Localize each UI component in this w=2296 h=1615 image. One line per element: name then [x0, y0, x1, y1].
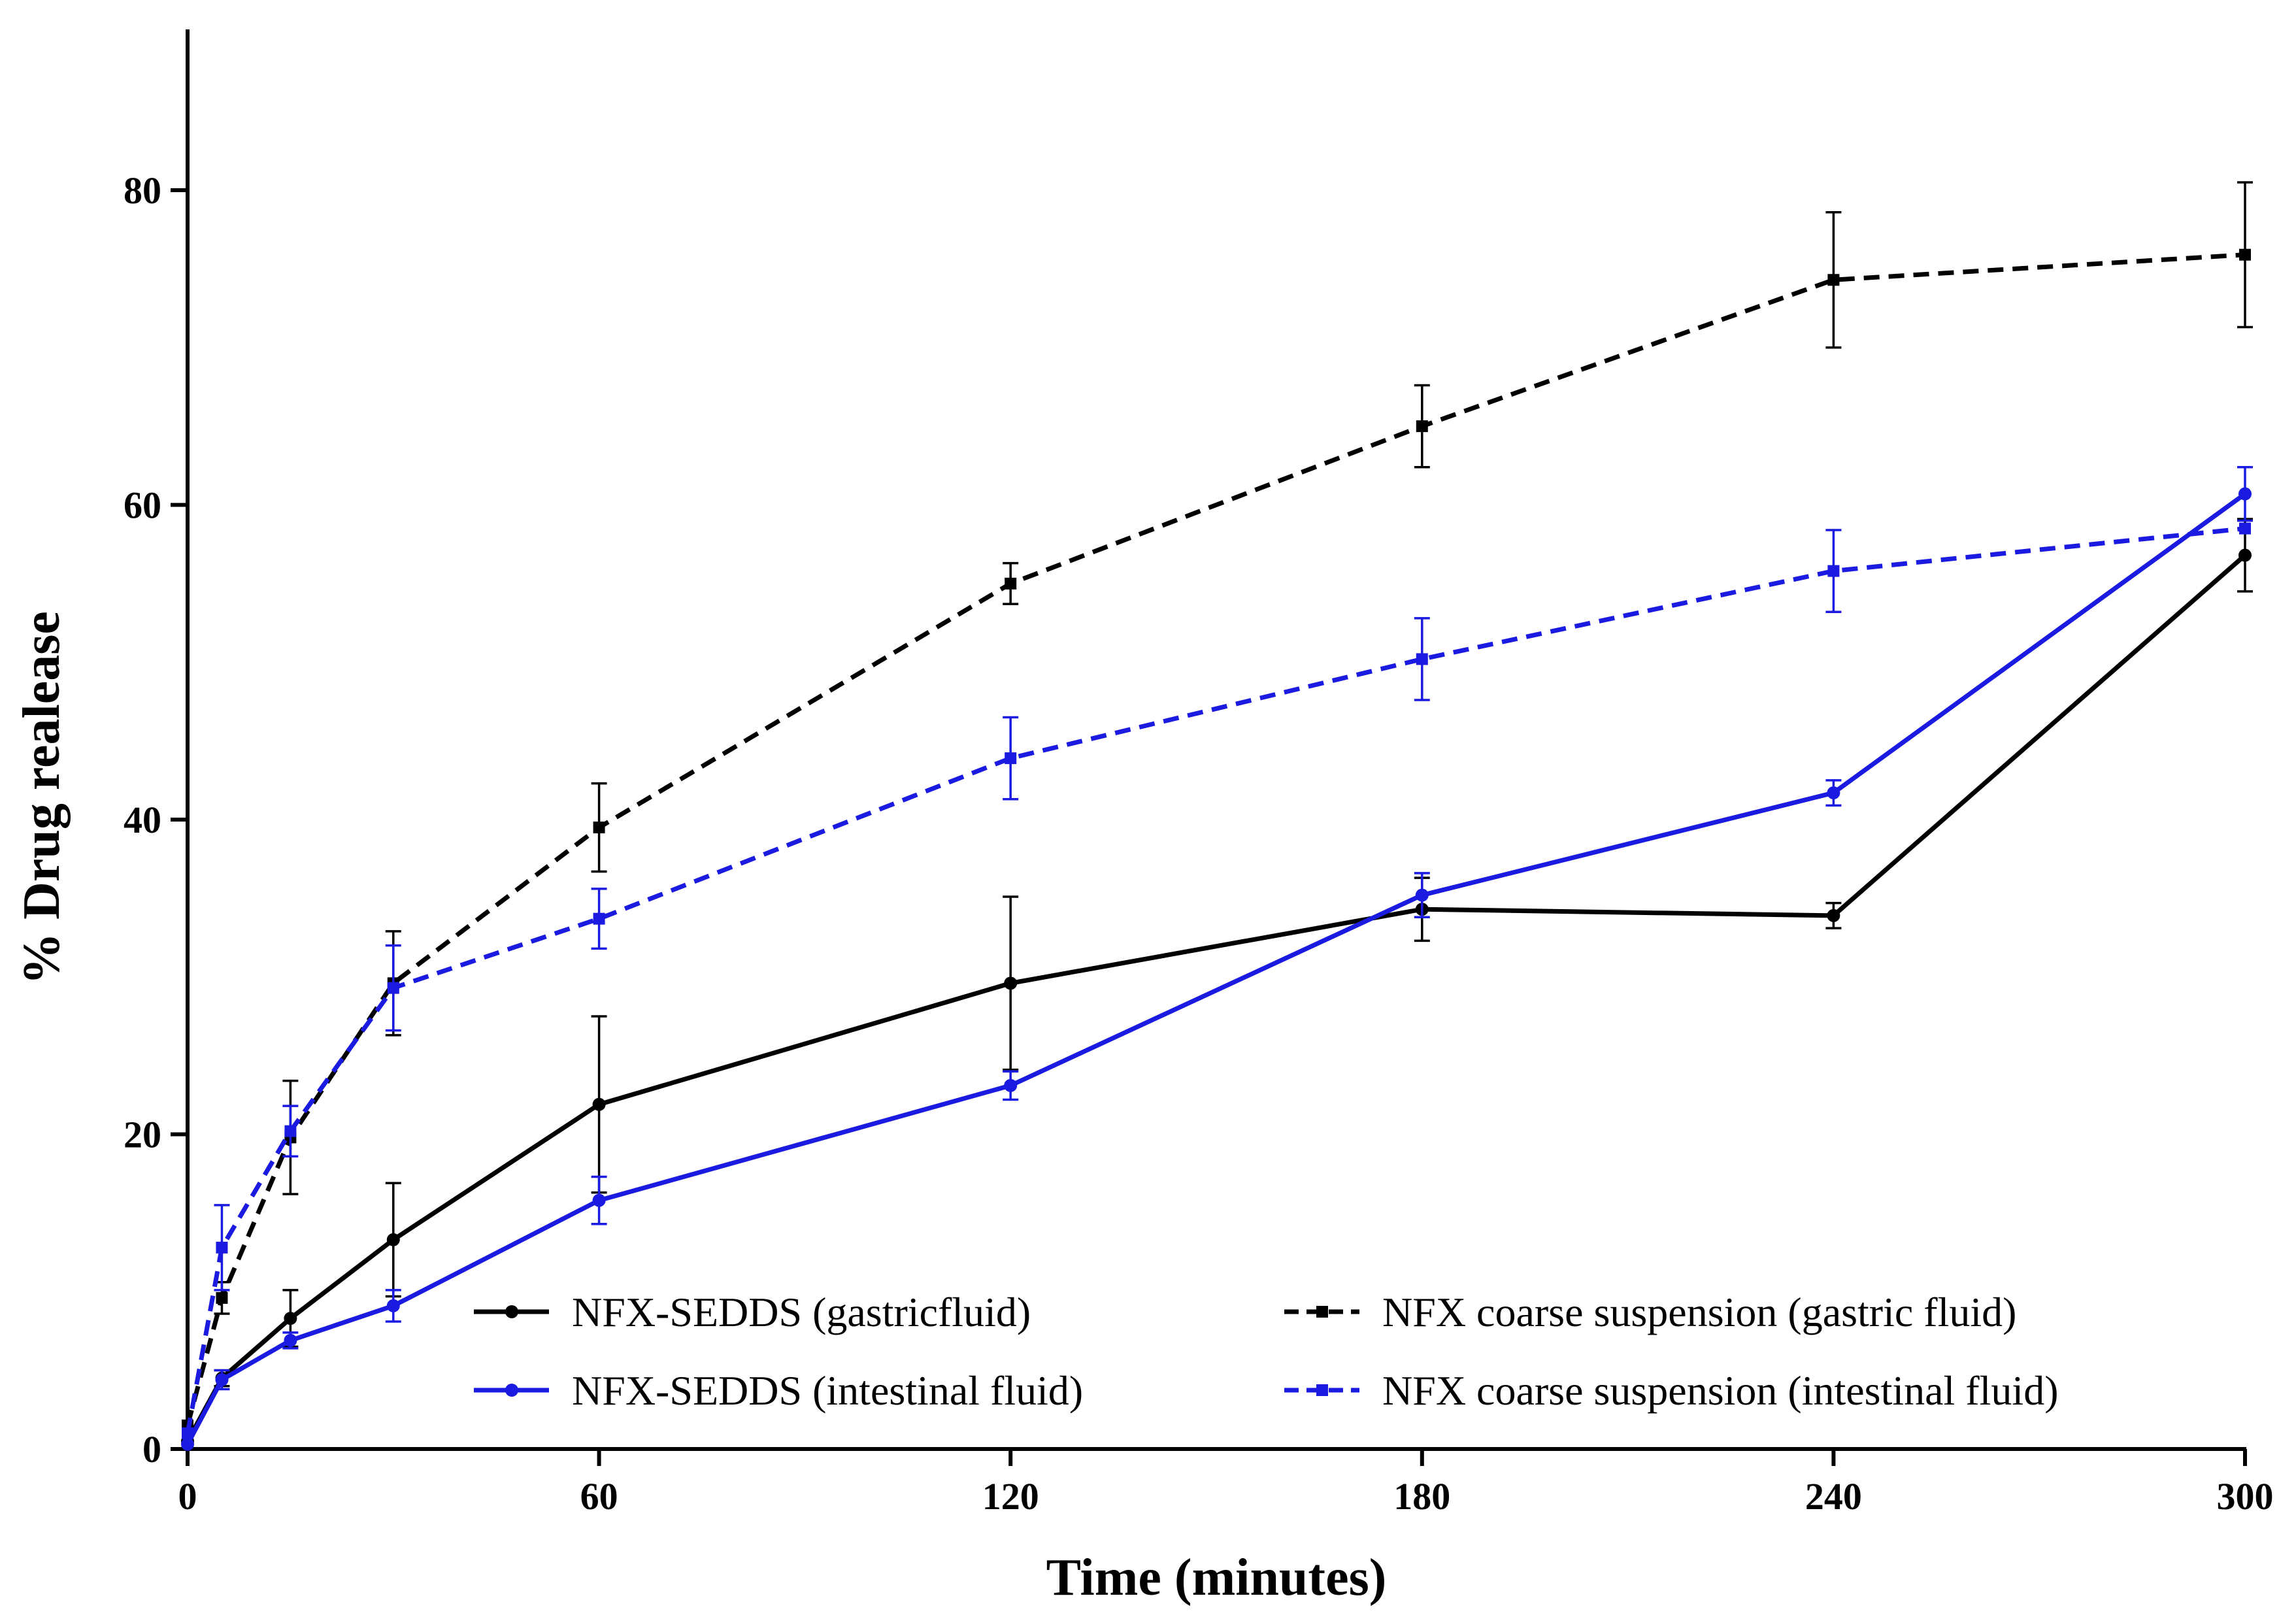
data-point [2238, 548, 2252, 562]
x-tick-label: 120 [982, 1475, 1039, 1518]
data-point [593, 912, 605, 925]
x-tick-label: 60 [580, 1475, 618, 1518]
legend-label: NFX coarse suspension (intestinal fluid) [1382, 1367, 2059, 1414]
data-point [1004, 1078, 1018, 1092]
data-point [2239, 248, 2251, 261]
data-point [1827, 786, 1840, 800]
legend-label: NFX-SEDDS (intestinal fluid) [572, 1367, 1083, 1414]
x-tick-label: 0 [178, 1475, 197, 1518]
data-point [592, 1193, 606, 1207]
data-point [386, 1299, 400, 1312]
data-point [2238, 487, 2252, 501]
data-point [1827, 908, 1840, 922]
legend-item: NFX coarse suspension (intestinal fluid) [1284, 1367, 2059, 1414]
legend: NFX-SEDDS (gastricfluid) NFX-SEDDS (intes… [474, 1289, 2059, 1414]
series-line [185, 252, 2246, 1426]
legend-marker [1316, 1384, 1328, 1396]
data-point [2239, 522, 2251, 535]
data-point [182, 1427, 193, 1439]
data-point [1005, 752, 1017, 765]
legend-item: NFX-SEDDS (intestinal fluid) [474, 1367, 1083, 1414]
data-point [216, 1241, 228, 1254]
y-tick-label: 40 [124, 799, 161, 841]
axes: 0 20 40 60 80 0 60 120 180 240 300 [124, 29, 2274, 1518]
x-tick-label: 240 [1805, 1475, 1862, 1518]
y-tick-label: 80 [124, 169, 161, 212]
data-point [215, 1373, 229, 1387]
legend-item: NFX-SEDDS (gastricfluid) [474, 1289, 1031, 1335]
data-point [1416, 420, 1428, 433]
series-3 [182, 181, 2253, 1431]
y-tick-label: 20 [124, 1114, 161, 1156]
y-tick-label: 0 [142, 1428, 161, 1471]
x-tick-label: 300 [2217, 1475, 2274, 1518]
data-point [386, 1233, 400, 1246]
series-2 [181, 465, 2253, 1451]
x-axis-title: Time (minutes) [1046, 1549, 1387, 1607]
data-point [387, 982, 399, 994]
data-point [181, 1437, 194, 1451]
data-point [1416, 653, 1428, 665]
series-4 [182, 522, 2251, 1439]
legend-item: NFX coarse suspension (gastric fluid) [1284, 1289, 2016, 1335]
data-point [1005, 577, 1017, 590]
legend-marker [505, 1384, 518, 1397]
data-point [284, 1333, 297, 1347]
data-point [1004, 976, 1018, 990]
data-point [284, 1312, 297, 1325]
series-layer [181, 181, 2253, 1451]
data-point [592, 1097, 606, 1111]
y-tick-label: 60 [124, 484, 161, 527]
data-point [1827, 274, 1840, 286]
y-axis-title: % Drug realease [13, 611, 71, 985]
data-point [1415, 888, 1429, 902]
data-point [284, 1125, 297, 1137]
legend-marker [1316, 1306, 1328, 1318]
data-point [1827, 565, 1840, 577]
series-line [185, 526, 2246, 1434]
data-point [593, 822, 605, 834]
legend-label: NFX-SEDDS (gastricfluid) [572, 1289, 1031, 1335]
data-point [216, 1291, 228, 1304]
legend-label: NFX coarse suspension (gastric fluid) [1382, 1289, 2016, 1335]
x-tick-label: 180 [1393, 1475, 1450, 1518]
legend-marker [505, 1305, 518, 1318]
